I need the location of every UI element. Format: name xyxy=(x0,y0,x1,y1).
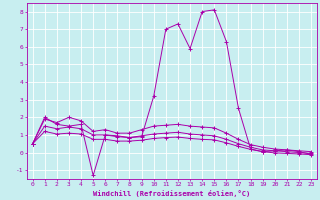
X-axis label: Windchill (Refroidissement éolien,°C): Windchill (Refroidissement éolien,°C) xyxy=(93,190,251,197)
